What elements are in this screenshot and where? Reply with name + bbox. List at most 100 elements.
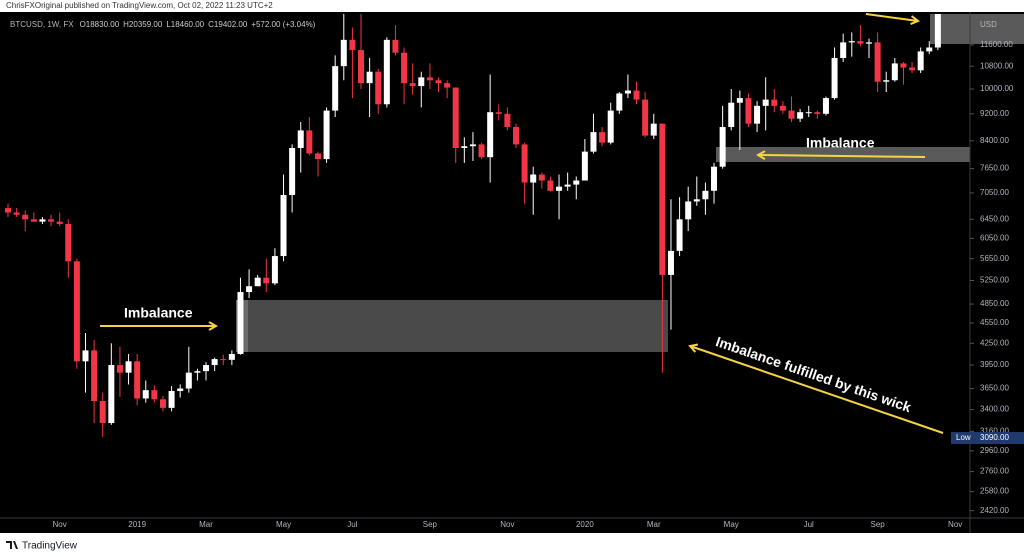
candle-body <box>48 219 55 222</box>
y-tick-label: 3160.00 <box>980 426 1009 435</box>
candle-body <box>271 256 278 284</box>
candle-body <box>5 208 11 213</box>
quote-high: H20359.00 <box>123 20 163 29</box>
brand: TradingView <box>22 541 78 552</box>
candle-body <box>332 66 339 111</box>
candle-body <box>866 42 872 44</box>
candle-body <box>194 371 201 373</box>
candle-body <box>883 80 890 82</box>
candle-body <box>203 365 210 372</box>
zone-axis-highlight <box>970 14 1024 44</box>
annotation: Imbalance <box>806 135 875 151</box>
y-tick-label: 5250.00 <box>980 276 1009 285</box>
candle-body <box>116 365 123 373</box>
candle-body <box>874 42 881 82</box>
x-tick-label: Nov <box>500 520 514 529</box>
candle-body <box>822 98 829 114</box>
candle-body <box>538 174 545 181</box>
axis-unit: USD <box>980 20 997 29</box>
candle-body <box>805 112 812 114</box>
candle-body <box>573 180 580 185</box>
candle-body <box>254 277 261 287</box>
candle-body <box>375 71 382 105</box>
candle-body <box>134 361 141 399</box>
x-tick-label: Sep <box>870 520 885 529</box>
ticker: BTCUSD, 1W, FX O18830.00 H20359.00 L18460.0… <box>10 20 316 29</box>
candle-body <box>556 186 563 191</box>
candle-body <box>840 42 847 59</box>
candle-body <box>530 174 537 183</box>
candle-body <box>185 372 192 389</box>
candle-body <box>848 41 855 43</box>
arrow <box>865 13 918 21</box>
candle-body <box>435 80 442 84</box>
candle-body <box>547 180 554 191</box>
candle-body <box>667 250 674 275</box>
x-tick-label: May <box>724 520 739 529</box>
low-marker-value: 3090.00 <box>980 433 1009 442</box>
quote-close: C19402.00 <box>208 20 248 29</box>
y-tick-label: 11600.00 <box>980 40 1013 49</box>
candle-body <box>659 123 666 275</box>
x-tick-label: Sep <box>423 520 438 529</box>
candle-body <box>917 51 924 71</box>
arrow <box>690 346 944 434</box>
candle-body <box>246 286 253 293</box>
candle-body <box>504 113 511 128</box>
candle-body <box>426 77 433 81</box>
candle-body <box>263 277 270 284</box>
y-tick-label: 5650.00 <box>980 254 1009 263</box>
candles <box>5 14 941 438</box>
imbalance-zone <box>236 300 668 352</box>
candle-body <box>22 214 29 220</box>
y-tick-label: 4250.00 <box>980 338 1009 347</box>
x-tick-label: Mar <box>199 520 213 529</box>
candle-body <box>581 151 588 181</box>
candle-body <box>401 52 408 84</box>
x-tick-label: Jul <box>347 520 357 529</box>
candle-body <box>392 39 399 53</box>
y-tick-label: 2420.00 <box>980 506 1009 515</box>
candle-body <box>340 39 347 67</box>
x-tick-label: Nov <box>948 520 962 529</box>
candle-body <box>358 50 365 84</box>
candle-body <box>616 93 623 111</box>
chart-background <box>0 12 1024 533</box>
candle-body <box>99 400 106 424</box>
y-tick-label: 7050.00 <box>980 188 1009 197</box>
candle-body <box>693 199 700 202</box>
candle-body <box>478 144 485 158</box>
candle-body <box>220 359 227 361</box>
candle-body <box>495 112 502 114</box>
x-tick-label: 2019 <box>128 520 146 529</box>
candle-body <box>280 195 287 257</box>
candle-body <box>289 147 296 196</box>
y-tick-label: 3950.00 <box>980 360 1009 369</box>
candle-body <box>702 190 709 200</box>
candle-body <box>719 127 726 167</box>
x-tick-label: Mar <box>647 520 661 529</box>
y-tick-label: 4550.00 <box>980 318 1009 327</box>
candle-body <box>168 390 175 408</box>
annotation: Imbalance <box>124 305 193 321</box>
candle-body <box>314 153 321 160</box>
candle-body <box>771 99 778 106</box>
candle-body <box>56 221 63 224</box>
candle-body <box>349 39 356 51</box>
candle-body <box>237 292 244 354</box>
candle-body <box>642 99 649 136</box>
x-tick-label: Nov <box>53 520 67 529</box>
candle-body <box>624 90 631 94</box>
candle-body <box>323 110 330 160</box>
y-tick-label: 6050.00 <box>980 233 1009 242</box>
candle-body <box>444 83 451 88</box>
y-tick-label: 6450.00 <box>980 214 1009 223</box>
candle-body <box>125 361 132 373</box>
candle-body <box>633 90 640 100</box>
quote-low: L18460.00 <box>166 20 204 29</box>
candle-body <box>159 399 166 408</box>
quote-open: O18830.00 <box>80 20 120 29</box>
candle-body <box>590 132 597 152</box>
x-tick-label: Jul <box>804 520 814 529</box>
y-tick-label: 2580.00 <box>980 487 1009 496</box>
